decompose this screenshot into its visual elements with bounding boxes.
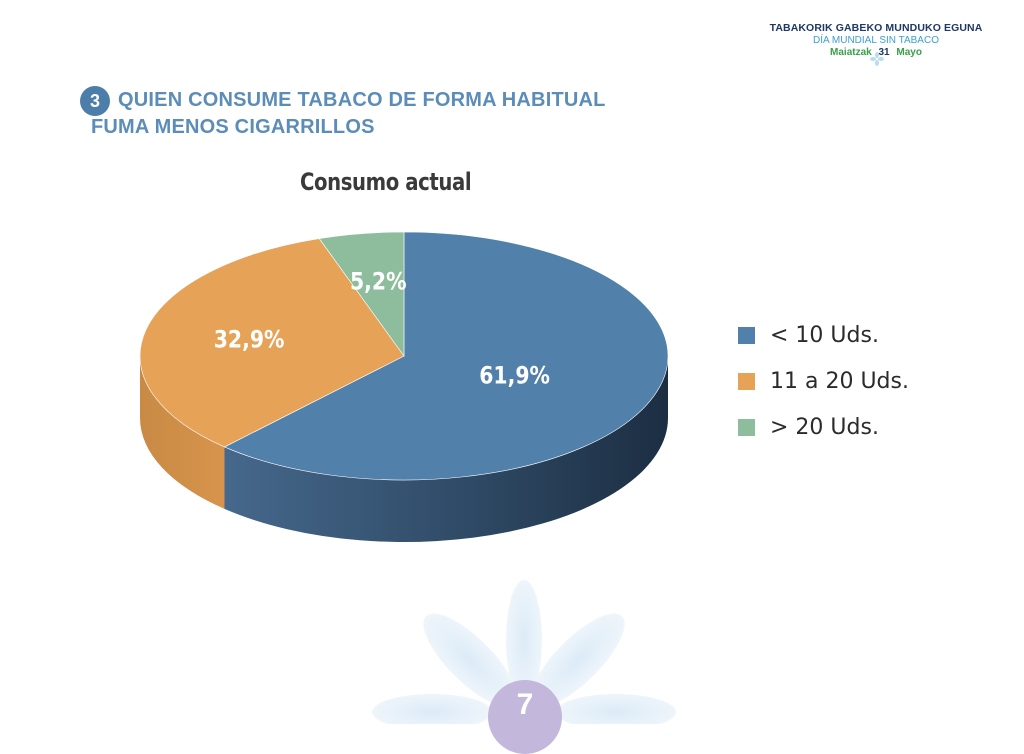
legend-label: 11 a 20 Uds. — [770, 368, 909, 394]
legend-swatch-green — [738, 418, 755, 436]
legend-item-11-to-20: 11 a 20 Uds. — [738, 358, 909, 404]
section-title-line-2: FUMA MENOS CIGARRILLOS — [91, 116, 375, 138]
pie-label-more-than-20: 5,2% — [350, 268, 407, 296]
flower-logo-icon — [870, 52, 884, 66]
section-title-line-1: QUIEN CONSUME TABACO DE FORMA HABITUAL — [118, 89, 606, 111]
legend-item-more-than-20: > 20 Uds. — [738, 404, 909, 450]
pie-label-11-to-20: 32,9% — [214, 326, 285, 354]
legend-item-less-than-10: < 10 Uds. — [738, 312, 909, 358]
pie-label-less-than-10: 61,9% — [479, 362, 550, 390]
header-date: Maiatzak 31 Mayo — [766, 47, 986, 58]
section-number-badge: 3 — [80, 86, 110, 116]
header-date-spanish: Mayo — [896, 47, 922, 58]
chart-legend: < 10 Uds. 11 a 20 Uds. > 20 Uds. — [738, 312, 909, 450]
header-date-basque: Maiatzak — [830, 47, 872, 58]
legend-label: > 20 Uds. — [770, 414, 879, 440]
pie-slice-less-than-10 — [223, 231, 669, 481]
header-title-basque: TABAKORIK GABEKO MUNDUKO EGUNA — [769, 22, 983, 34]
decorative-flower-icon — [372, 580, 676, 724]
pie-slice-less-than-10-side — [224, 356, 668, 543]
chart-title: Consumo actual — [300, 168, 472, 196]
pie-slice-11-to-20-side — [140, 356, 225, 509]
header-title-spanish: DÍA MUNDIAL SIN TABACO — [813, 35, 939, 46]
legend-swatch-blue — [738, 326, 755, 344]
page-number: 7 — [488, 680, 562, 754]
legend-swatch-orange — [738, 372, 755, 390]
pie-slice-11-to-20 — [139, 238, 405, 448]
pie-chart: 61,9% 32,9% 5,2% — [139, 231, 676, 724]
legend-label: < 10 Uds. — [770, 322, 879, 348]
header-block: TABAKORIK GABEKO MUNDUKO EGUNA DÍA MUNDI… — [766, 22, 986, 66]
pie-slice-more-than-20 — [318, 231, 405, 357]
header-date-number: 31 — [878, 47, 890, 58]
